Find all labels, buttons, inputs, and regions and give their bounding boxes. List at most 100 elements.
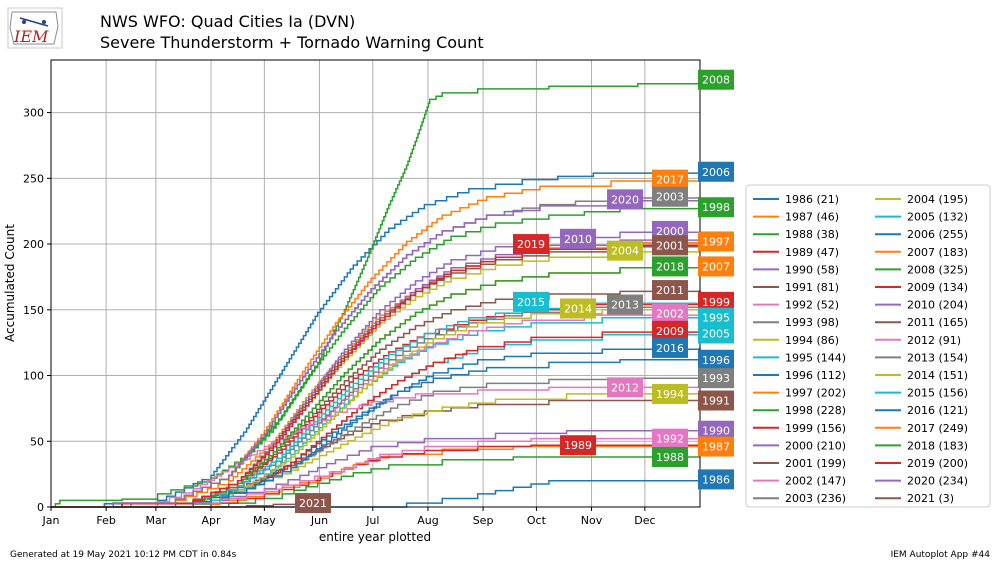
end-label-text: 1991 bbox=[702, 395, 730, 408]
x-tick-label: May bbox=[253, 514, 276, 527]
logo-dot-icon bbox=[42, 20, 46, 24]
y-tick-label: 250 bbox=[23, 172, 44, 185]
series-line-1986 bbox=[51, 479, 701, 508]
series-line-2020 bbox=[51, 199, 701, 508]
end-label-2006: 2006 bbox=[698, 161, 734, 182]
legend-label: 1994 (86) bbox=[785, 334, 839, 347]
end-label-box bbox=[698, 161, 734, 182]
end-label-2019: 2019 bbox=[513, 234, 549, 255]
x-tick-label: Sep bbox=[473, 514, 494, 527]
end-label-box bbox=[513, 291, 549, 312]
series-line-2012 bbox=[51, 386, 700, 508]
legend-label: 2019 (200) bbox=[907, 457, 968, 470]
end-label-text: 1988 bbox=[656, 451, 684, 464]
end-label-text: 2001 bbox=[656, 239, 684, 252]
end-label-2005: 2005 bbox=[698, 323, 734, 344]
end-label-box bbox=[698, 69, 734, 90]
end-label-box bbox=[698, 420, 734, 441]
legend: 1986 (21) 1987 (46) 1988 (38) 1989 (47) 1990… bbox=[753, 193, 968, 505]
end-label-text: 2008 bbox=[702, 74, 730, 87]
end-label-box bbox=[698, 368, 734, 389]
legend-item-2012: 2012 (91) bbox=[875, 334, 961, 347]
end-label-2012: 2012 bbox=[607, 377, 643, 398]
series-line-1994 bbox=[51, 393, 700, 508]
x-tick-label: Jun bbox=[310, 514, 328, 527]
end-label-box bbox=[698, 197, 734, 218]
end-label-2021: 2021 bbox=[295, 493, 331, 514]
x-tick-label: Jul bbox=[365, 514, 379, 527]
legend-item-2007: 2007 (183) bbox=[875, 246, 968, 259]
series-line-2019 bbox=[51, 244, 701, 508]
end-label-text: 2003 bbox=[656, 191, 684, 204]
legend-item-1993: 1993 (98) bbox=[753, 316, 839, 329]
x-tick-label: Oct bbox=[527, 514, 547, 527]
x-tick-label: Mar bbox=[146, 514, 167, 527]
legend-label: 1986 (21) bbox=[785, 193, 839, 206]
legend-label: 2000 (210) bbox=[785, 439, 846, 452]
end-label-text: 2018 bbox=[656, 260, 684, 273]
legend-item-1991: 1991 (81) bbox=[753, 281, 839, 294]
legend-label: 2011 (165) bbox=[907, 316, 968, 329]
x-tick-label: Apr bbox=[202, 514, 222, 527]
y-tick-label: 300 bbox=[23, 107, 44, 120]
end-label-text: 1989 bbox=[564, 439, 592, 452]
legend-item-2003: 2003 (236) bbox=[753, 492, 846, 505]
legend-item-2002: 2002 (147) bbox=[753, 475, 846, 488]
end-label-box bbox=[698, 323, 734, 344]
series-line-1997 bbox=[51, 241, 701, 508]
end-label-1998: 1998 bbox=[698, 197, 734, 218]
legend-item-2000: 2000 (210) bbox=[753, 439, 846, 452]
legend-item-2011: 2011 (165) bbox=[875, 316, 968, 329]
legend-item-1999: 1999 (156) bbox=[753, 422, 846, 435]
end-label-text: 2006 bbox=[702, 166, 730, 179]
end-label-text: 1995 bbox=[702, 312, 730, 325]
end-label-1999: 1999 bbox=[698, 291, 734, 312]
series-line-2015 bbox=[51, 301, 701, 508]
end-label-text: 2014 bbox=[564, 302, 592, 315]
legend-item-2021: 2021 (3) bbox=[875, 492, 954, 505]
end-label-text: 2011 bbox=[656, 284, 684, 297]
end-label-text: 2007 bbox=[702, 260, 730, 273]
end-label-box bbox=[652, 320, 688, 341]
end-label-2016: 2016 bbox=[652, 337, 688, 358]
series-line-2009 bbox=[51, 330, 701, 508]
end-label-1996: 1996 bbox=[698, 349, 734, 370]
legend-item-1987: 1987 (46) bbox=[753, 211, 839, 224]
end-label-2014: 2014 bbox=[560, 298, 596, 319]
end-label-text: 1996 bbox=[702, 354, 730, 367]
legend-label: 2007 (183) bbox=[907, 246, 968, 259]
legend-label: 2017 (249) bbox=[907, 422, 968, 435]
footer-generated: Generated at 19 May 2021 10:12 PM CDT in… bbox=[10, 550, 237, 560]
end-label-text: 2019 bbox=[517, 238, 545, 251]
legend-item-1997: 1997 (202) bbox=[753, 387, 846, 400]
y-axis: 0 50 100 150 200 250 300 bbox=[23, 107, 51, 514]
legend-item-2001: 2001 (199) bbox=[753, 457, 846, 470]
legend-label: 2010 (204) bbox=[907, 299, 968, 312]
x-tick-label: Feb bbox=[96, 514, 115, 527]
end-label-box bbox=[560, 298, 596, 319]
end-label-text: 1997 bbox=[702, 235, 730, 248]
x-axis: Jan Feb Mar Apr May Jun Jul Aug Sep Oct Nov Dec bbox=[42, 507, 656, 527]
legend-item-1994: 1994 (86) bbox=[753, 334, 839, 347]
end-label-2007: 2007 bbox=[698, 256, 734, 277]
series-line-1988 bbox=[51, 456, 700, 508]
grid-lines bbox=[50, 60, 700, 508]
end-label-text: 2005 bbox=[702, 327, 730, 340]
end-label-text: 1992 bbox=[656, 433, 684, 446]
end-labels: 2008 2006 2017 2003 2020 1998 2000 2010 2019 1997… bbox=[295, 69, 734, 514]
end-label-box bbox=[607, 240, 643, 261]
end-label-2010: 2010 bbox=[560, 228, 596, 249]
end-label-text: 2004 bbox=[611, 245, 639, 258]
end-label-text: 2010 bbox=[564, 233, 592, 246]
end-label-text: 1994 bbox=[656, 388, 684, 401]
legend-label: 1991 (81) bbox=[785, 281, 839, 294]
end-label-box bbox=[295, 493, 331, 514]
series-line-2018 bbox=[51, 266, 701, 508]
end-label-box bbox=[560, 228, 596, 249]
end-label-box bbox=[652, 447, 688, 468]
legend-label: 2002 (147) bbox=[785, 475, 846, 488]
end-label-2018: 2018 bbox=[652, 256, 688, 277]
legend-label: 1996 (112) bbox=[785, 369, 846, 382]
end-label-box bbox=[652, 280, 688, 301]
